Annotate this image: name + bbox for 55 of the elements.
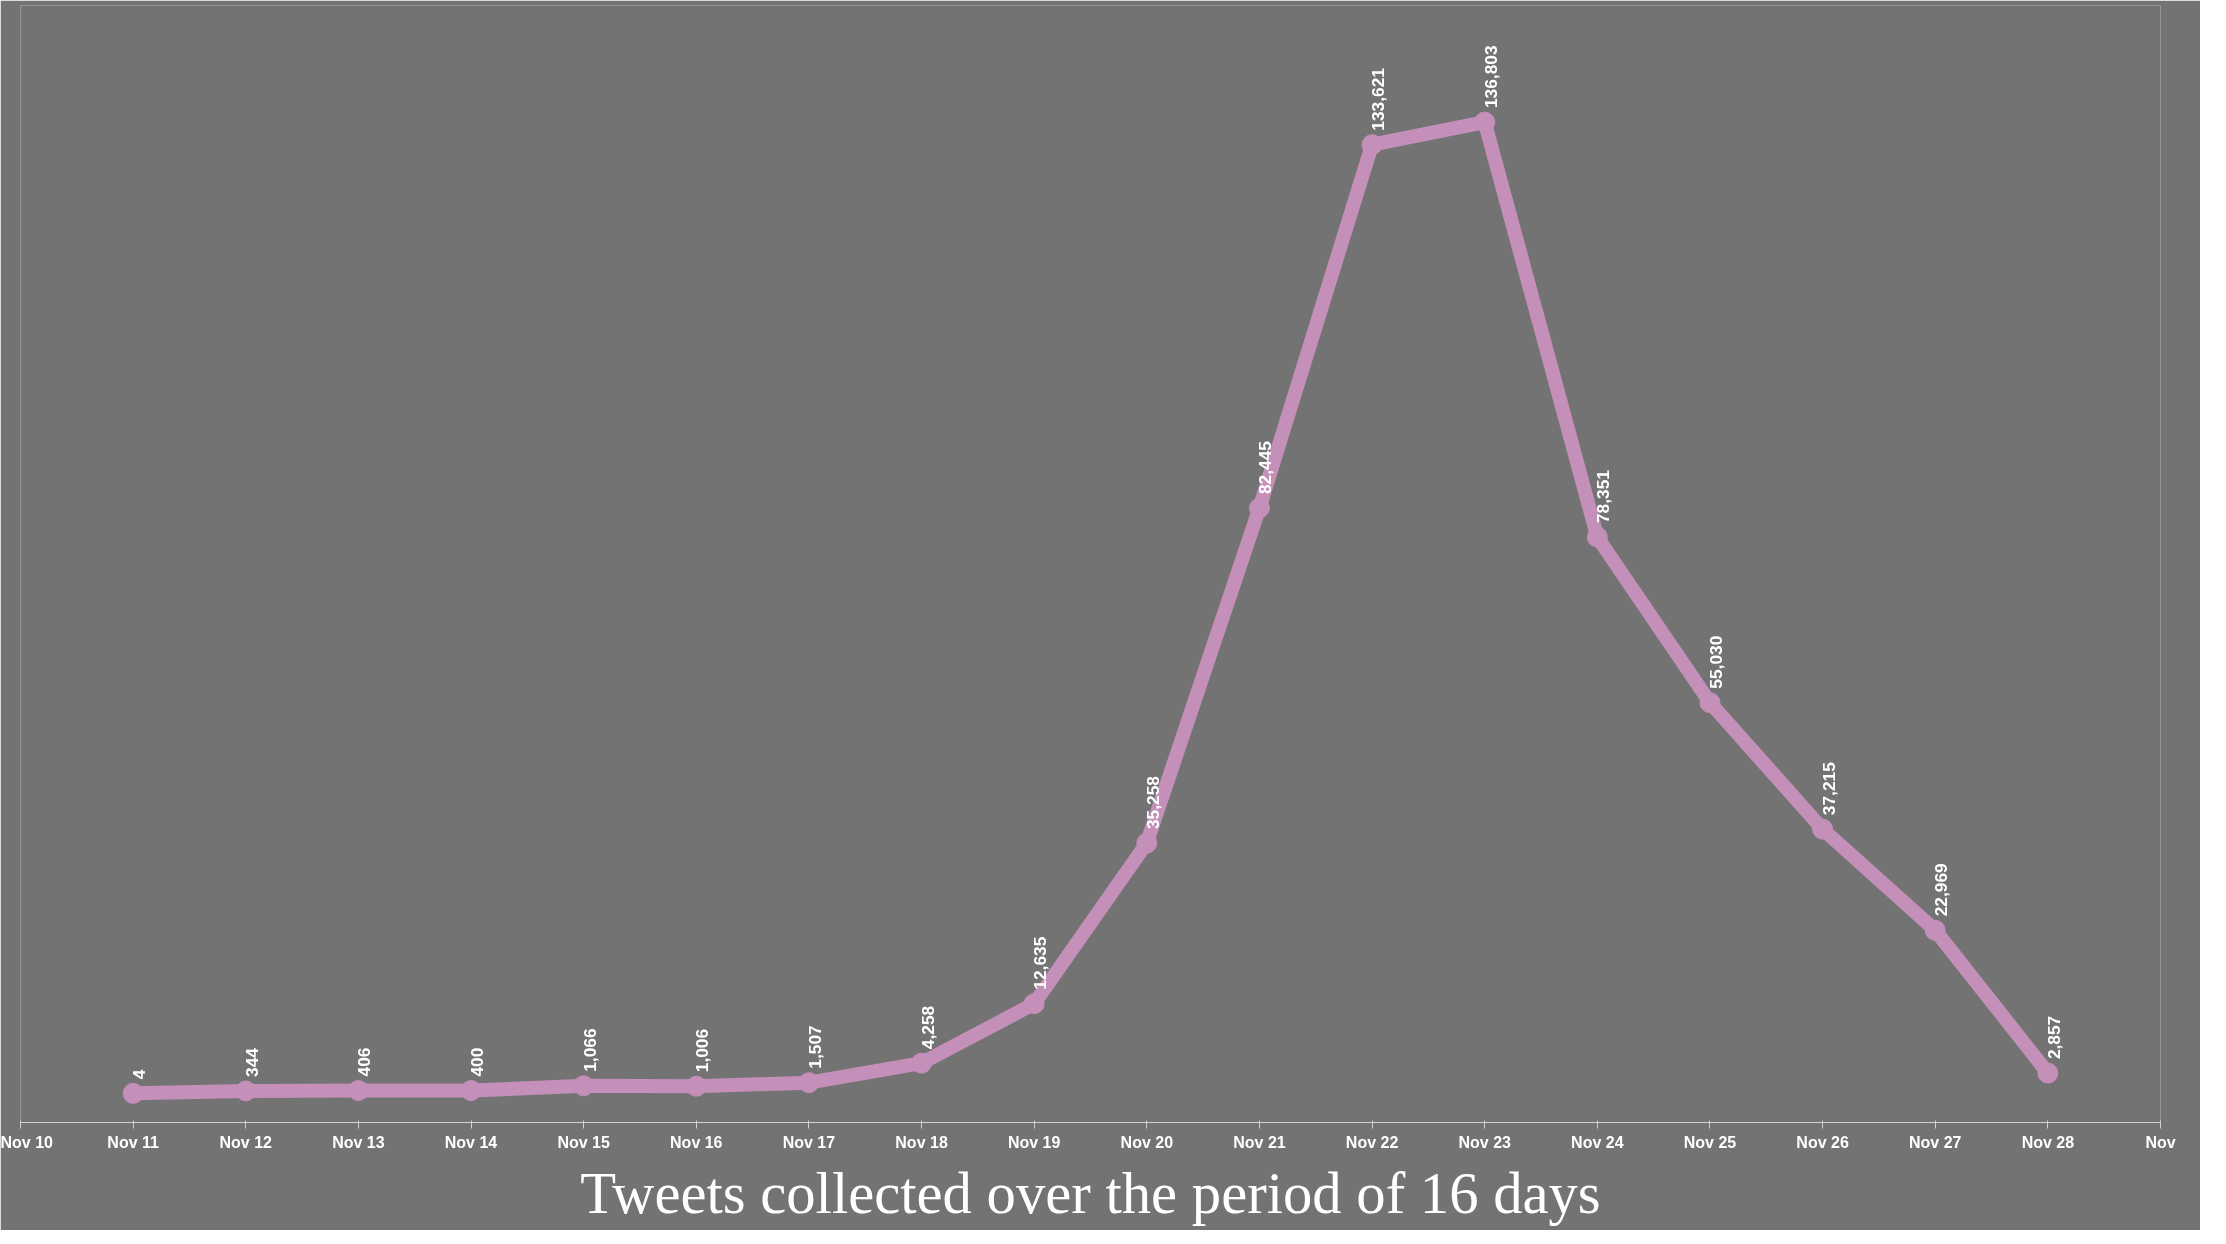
x-tick-label: Nov 24	[1571, 1133, 1624, 1151]
data-label: 55,030	[1705, 635, 1726, 689]
data-label: 35,258	[1142, 775, 1163, 830]
x-tick-label: Nov 20	[1120, 1133, 1174, 1151]
point	[1474, 111, 1496, 133]
point	[1248, 497, 1270, 519]
point	[685, 1075, 707, 1097]
point	[1812, 818, 1834, 840]
data-label: 1,507	[804, 1025, 825, 1069]
x-tick-label: Nov 22	[1345, 1133, 1399, 1151]
point	[122, 1082, 144, 1104]
data-label: 4,258	[917, 1005, 938, 1050]
x-tick-label: Nov 10	[0, 1133, 54, 1151]
data-label: 82,445	[1255, 440, 1276, 495]
point	[1924, 919, 1946, 941]
data-label: 4	[129, 1069, 150, 1080]
data-label: 12,635	[1030, 936, 1051, 990]
x-tick-label: Nov 11	[107, 1133, 160, 1151]
point	[1586, 526, 1608, 548]
data-label: 22,969	[1931, 863, 1952, 917]
x-tick-label: Nov 23	[1458, 1133, 1512, 1151]
data-label: 133,621	[1368, 67, 1389, 131]
point	[798, 1072, 820, 1094]
data-label: 37,215	[1818, 761, 1839, 816]
x-tick-label: Nov 25	[1683, 1133, 1737, 1151]
x-tick-label: Nov 15	[557, 1133, 610, 1151]
x-tick-label: Nov 16	[670, 1133, 723, 1151]
data-label: 344	[241, 1047, 262, 1077]
data-label: 78,351	[1593, 469, 1614, 524]
point	[1699, 692, 1721, 714]
x-tick-label: Nov 12	[219, 1133, 273, 1151]
x-tick-label: Nov 19	[1007, 1133, 1061, 1151]
x-tick-label: Nov 21	[1233, 1133, 1286, 1151]
x-tick-label: Nov 27	[1909, 1133, 1962, 1151]
data-label: 136,803	[1480, 45, 1501, 109]
x-tick-label: Nov	[2145, 1133, 2176, 1151]
point	[2037, 1062, 2059, 1084]
x-tick-label: Nov 26	[1796, 1133, 1849, 1151]
x-tick-label: Nov 17	[782, 1133, 836, 1151]
point	[1023, 993, 1045, 1015]
data-label: 400	[467, 1047, 488, 1077]
point	[1361, 134, 1383, 156]
point	[1136, 832, 1158, 854]
point	[460, 1080, 482, 1102]
data-label: 2,857	[2043, 1015, 2064, 1060]
x-tick-label: Nov 18	[895, 1133, 948, 1151]
x-tick-label: Nov 14	[444, 1133, 498, 1151]
x-tick-label: Nov 13	[332, 1133, 385, 1151]
point	[911, 1052, 933, 1074]
data-label: 406	[354, 1047, 375, 1077]
data-label: 1,066	[579, 1028, 600, 1072]
x-tick-label: Nov 28	[2021, 1133, 2075, 1151]
data-label: 1,006	[692, 1028, 713, 1073]
text: Tweets collected over the period of 16 days	[580, 1160, 1601, 1226]
point	[347, 1080, 369, 1101]
